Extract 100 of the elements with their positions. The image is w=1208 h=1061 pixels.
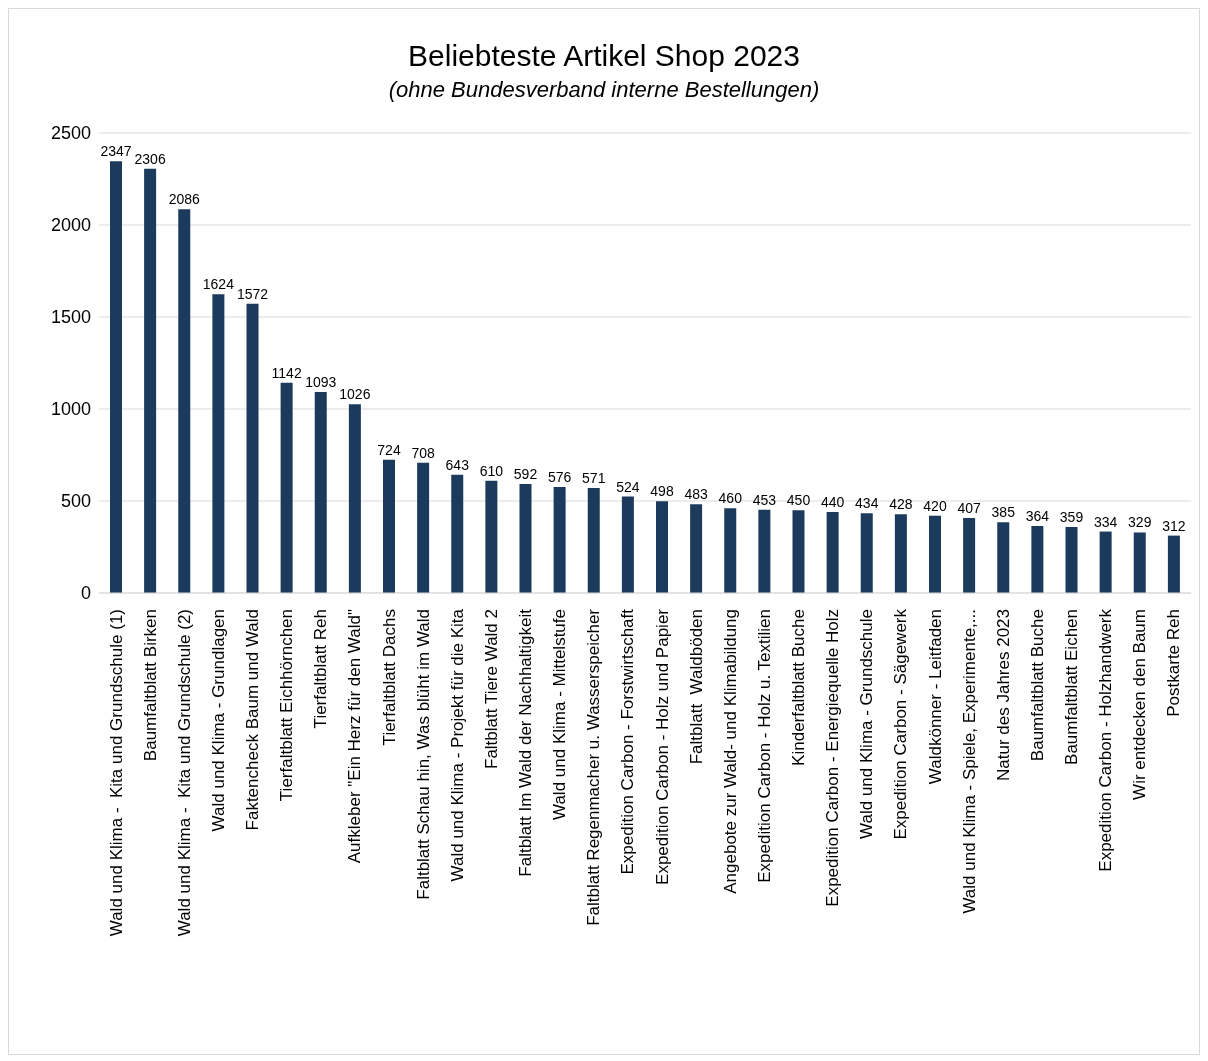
x-tick-label: Kinderfaltblatt Buche [789,609,809,766]
bar [178,209,191,593]
bar [656,501,668,593]
bar [383,459,395,593]
data-label: 453 [752,491,777,508]
data-label: 440 [820,494,845,511]
x-tick-label: Wir entdecken den Baum [1130,609,1150,800]
bar [621,496,634,593]
bar [314,391,327,593]
y-tick-label: 2500 [50,123,91,144]
x-tick-label: Baumfaltblatt Buche [1027,609,1047,762]
x-tick-label: Expedition Carbon - Holzhandwerk [1096,608,1116,872]
x-tick-label: Wald und Klima - Spiele, Experimente,... [959,609,979,914]
x-tick-label: Expedition Carbon - Energiequelle Holz [823,609,843,907]
bar [1031,526,1044,593]
bar [519,484,532,593]
x-tick-label: Baumfaltblatt Eichen [1062,609,1082,765]
y-tick-label: 500 [60,491,91,512]
bar [929,515,941,593]
data-label: 359 [1059,508,1084,525]
data-label: 708 [411,444,436,461]
bar [963,518,976,593]
y-tick-label: 0 [80,583,91,604]
x-tick-label: Waldkönner - Leitfaden [925,609,945,785]
x-tick-label: Faltblatt Im Wald der Nachhaltigkeit [516,608,536,877]
data-label: 334 [1093,513,1118,530]
data-label: 1142 [271,364,302,381]
x-tick-label: Expedition Carbon - Sägewerk [891,608,911,840]
x-tick-label: Tierfaltblatt Dachs [379,609,399,746]
data-label: 428 [889,496,913,513]
x-tick-label: Wald und Klima - Kita und Grundschule (2) [174,609,194,937]
x-tick-label: Angebote zur Wald- und Klimabildung [720,609,740,894]
data-label: 724 [377,441,401,458]
data-label: 643 [445,456,470,473]
data-label: 420 [923,497,947,514]
bar [246,303,259,593]
x-tick-label: Wald und Klima - Projekt für die Kita [447,608,467,882]
x-tick-label: Wald und Klima - Kita und Grundschule (1) [106,609,126,937]
data-label: 385 [991,504,1016,521]
data-label: 483 [684,486,709,503]
x-tick-label: Aufkleber "Ein Herz für den Wald" [345,609,365,864]
bar [1099,531,1112,593]
x-tick-label: Wald und Klima - Grundlagen [208,609,228,832]
bar [110,161,122,593]
data-label: 1572 [236,285,269,302]
data-label: 2086 [168,191,201,208]
data-label: 1093 [305,373,337,390]
x-tick-label: Faltblatt Regenmacher u. Wasserspeicher [584,608,604,926]
x-tick-label: Expedition Carbon - Holz u. Textilien [754,609,774,883]
bar [997,522,1010,593]
x-tick-label: Faltblatt Tiere Wald 2 [481,609,501,769]
bar [587,487,600,593]
data-label: 524 [616,478,640,495]
bar [860,513,873,593]
chart-title: Beliebteste Artikel Shop 2023 [407,39,801,73]
bar [212,294,225,593]
x-tick-label: Wald und Klima - Grundschule [857,609,877,839]
bar [724,508,737,593]
data-label: 450 [786,492,811,509]
data-label: 576 [547,469,572,486]
bar [485,480,498,593]
bar [758,509,771,593]
x-tick-label: Tierfaltblatt Reh [311,609,331,729]
x-tick-label: Natur des Jahres 2023 [993,609,1013,781]
y-tick-label: 1500 [50,307,91,328]
x-tick-label: Faktencheck Baum und Wald [243,609,263,831]
data-label: 1624 [202,276,235,293]
y-tick-label: 2000 [50,215,91,236]
bar [1065,526,1078,593]
x-tick-label: Faltblatt Schau hin, Was blüht im Wald [413,609,433,900]
data-label: 2306 [134,150,166,167]
bar [690,504,703,593]
data-label: 434 [855,495,879,512]
bar [451,474,464,593]
bar [1133,532,1146,593]
x-tick-label: Postkarte Reh [1164,609,1184,717]
bar [894,514,907,593]
data-label: 329 [1128,514,1152,531]
data-label: 312 [1162,517,1186,534]
x-tick-label: Expedition Carbon - Forstwirtschaft [618,608,638,875]
data-label: 460 [718,490,743,507]
bar [792,510,805,593]
y-tick-label: 1000 [50,399,91,420]
data-label: 1026 [339,386,371,403]
bar [280,382,293,593]
x-tick-label: Expedition Carbon - Holz und Papier [652,608,672,885]
bar [348,404,361,593]
bar [1167,535,1180,593]
data-label: 2347 [100,143,132,160]
bar [417,462,430,593]
x-tick-label: Tierfaltblatt Eichhörnchen [277,609,297,802]
data-label: 407 [957,500,982,517]
bar [553,487,566,593]
x-tick-label: Baumfaltblatt Birken [140,609,160,762]
data-label: 610 [479,462,504,479]
data-label: 364 [1025,508,1050,525]
bar [144,168,157,593]
x-tick-label: Wald und Klima - Mittelstufe [550,609,570,820]
chart-subtitle: (ohne Bundesverband interne Bestellungen) [387,77,821,103]
data-label: 498 [650,483,674,500]
